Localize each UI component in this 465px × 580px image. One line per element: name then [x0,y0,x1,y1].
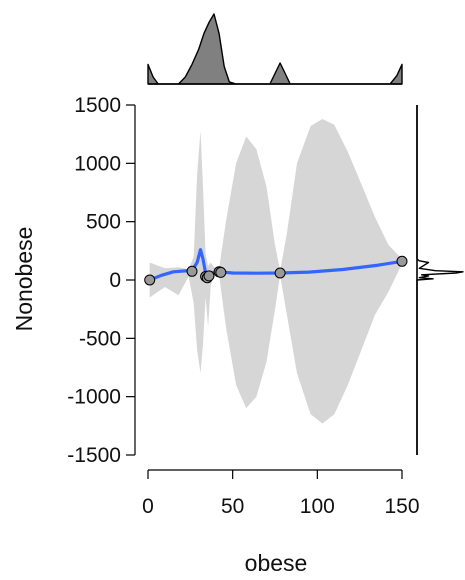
data-point [203,270,215,282]
right-marginal-density [416,105,464,455]
y-axis-title: Nonobese [11,227,37,332]
x-tick-label: 0 [142,495,154,518]
right-density-curve [416,105,464,455]
data-point [144,274,156,286]
y-tick-label: 1000 [74,152,121,175]
y-tick-label: 0 [109,269,121,292]
x-tick-label: 150 [384,495,419,518]
y-tick-label: -500 [79,327,121,350]
y-tick-label: 500 [86,211,121,234]
data-point [396,255,408,267]
points-layer [144,255,408,286]
data-point [274,267,286,279]
y-tick-label: 1500 [74,94,121,117]
x-axis-title: obese [245,550,308,576]
axes-layer: 1500 1000 500 0 -500 -1000 -1500 0 50 100 150 [67,94,419,518]
y-tick-label: -1000 [67,386,121,409]
data-point [215,266,227,278]
top-marginal-density [147,13,403,85]
x-tick-label: 50 [221,495,244,518]
y-tick-label: -1500 [67,444,121,467]
data-point [186,265,198,277]
x-tick-label: 100 [300,495,335,518]
top-density-curve [147,13,403,85]
